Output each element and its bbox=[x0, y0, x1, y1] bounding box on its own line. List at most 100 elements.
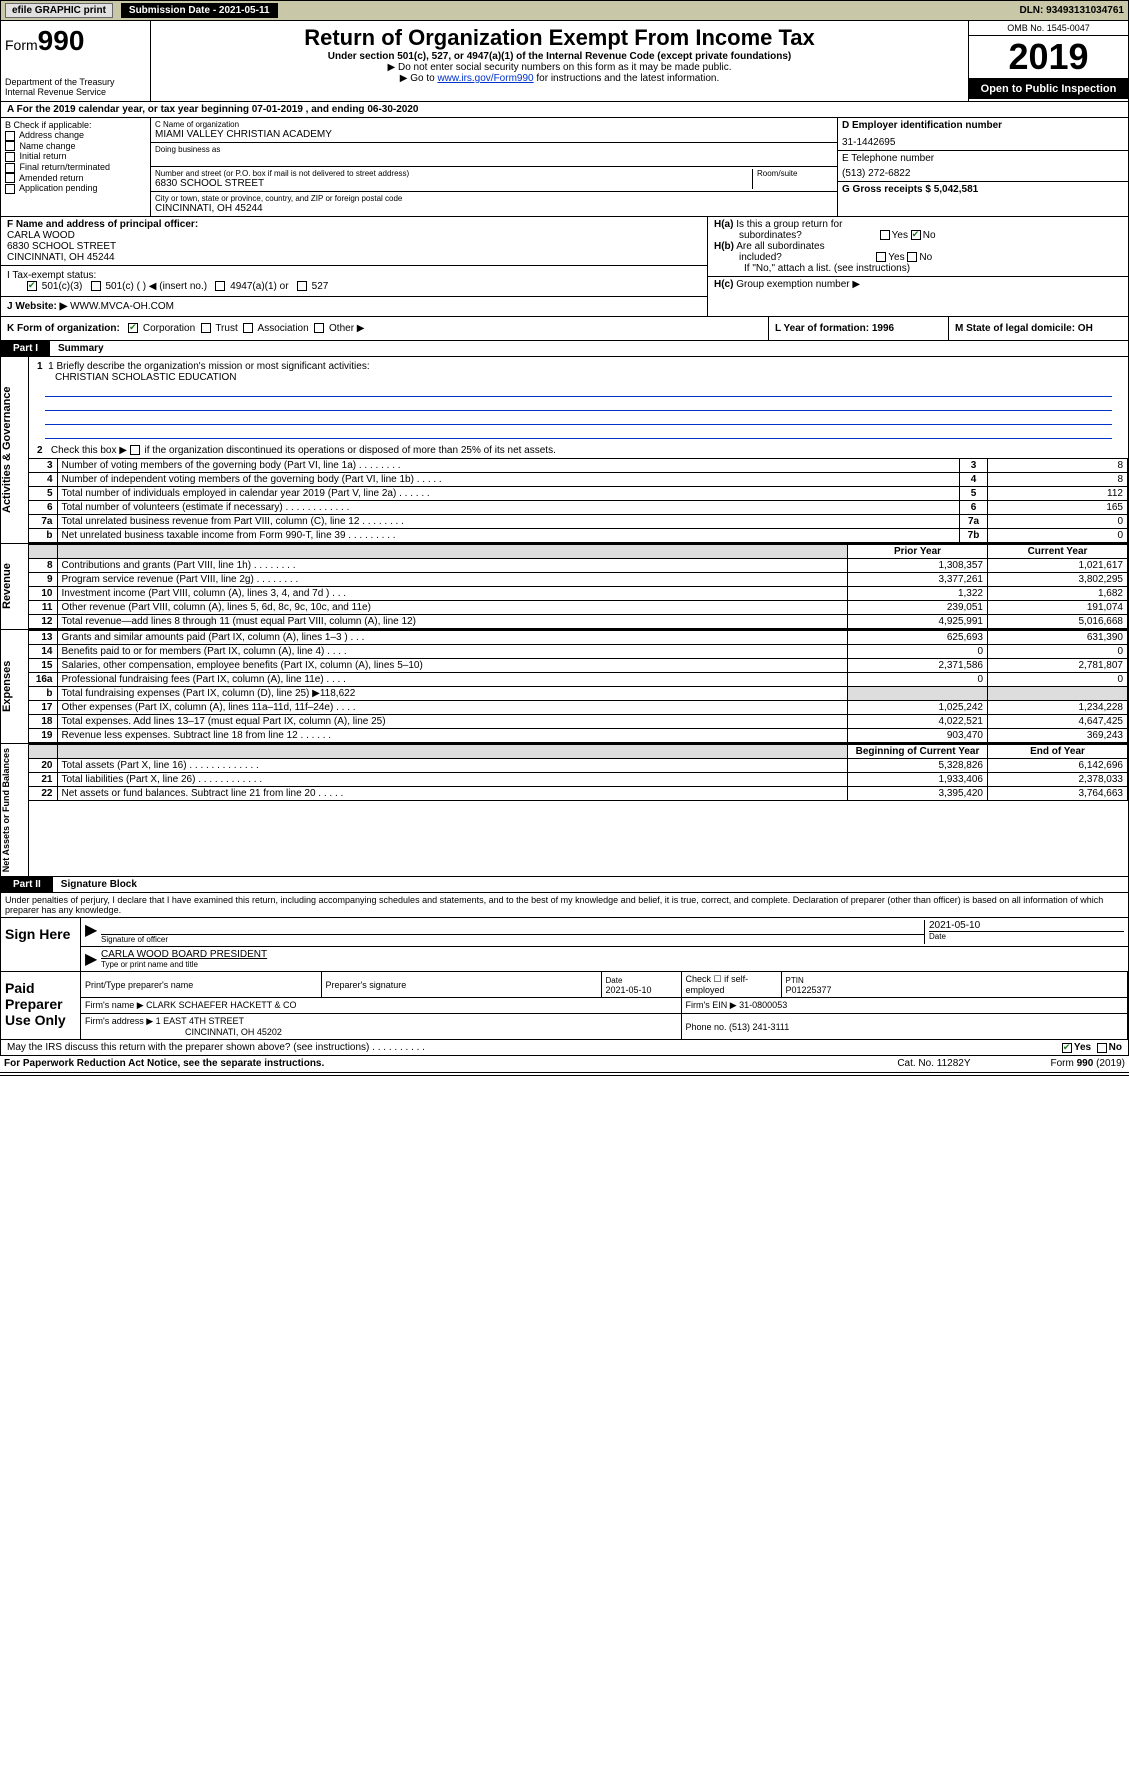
subtitle-2: ▶ Do not enter social security numbers o… bbox=[155, 62, 964, 73]
name-title-label: Type or print name and title bbox=[101, 960, 1124, 969]
tax-status-checkbox[interactable] bbox=[27, 281, 37, 291]
q2-checkbox[interactable] bbox=[130, 445, 140, 455]
hb-no-checkbox[interactable] bbox=[907, 252, 917, 262]
table-row: 10Investment income (Part VIII, column (… bbox=[29, 587, 1128, 601]
ha-yes-checkbox[interactable] bbox=[880, 230, 890, 240]
checkbox[interactable] bbox=[5, 141, 15, 151]
vtab-governance: Activities & Governance bbox=[1, 357, 29, 543]
prep-name-label: Print/Type preparer's name bbox=[81, 972, 321, 998]
firm-address: 1 EAST 4TH STREET bbox=[156, 1016, 244, 1026]
footer: For Paperwork Reduction Act Notice, see … bbox=[0, 1056, 1129, 1071]
checkbox[interactable] bbox=[5, 163, 15, 173]
part2-title: Signature Block bbox=[53, 877, 145, 892]
vtab-expenses: Expenses bbox=[1, 630, 29, 743]
table-row: 16aProfessional fundraising fees (Part I… bbox=[29, 673, 1128, 687]
officer-city: CINCINNATI, OH 45244 bbox=[7, 252, 701, 263]
officer-name-title: CARLA WOOD BOARD PRESIDENT bbox=[101, 949, 1124, 960]
org-form-checkbox[interactable] bbox=[243, 323, 253, 333]
room-label: Room/suite bbox=[753, 169, 833, 189]
org-form-checkbox[interactable] bbox=[314, 323, 324, 333]
h-a: H(a) Is this a group return for subordin… bbox=[714, 219, 1122, 241]
sig-date-label: Date bbox=[929, 931, 1124, 941]
org-form-checkbox[interactable] bbox=[201, 323, 211, 333]
city-label: City or town, state or province, country… bbox=[155, 194, 833, 203]
street-address: 6830 SCHOOL STREET bbox=[155, 178, 748, 189]
box-b-item: Application pending bbox=[5, 183, 146, 194]
ein-label: D Employer identification number bbox=[842, 120, 1124, 131]
box-deg: D Employer identification number 31-1442… bbox=[838, 118, 1128, 216]
h-b-note: If "No," attach a list. (see instruction… bbox=[744, 263, 1122, 274]
omb-number: OMB No. 1545-0047 bbox=[969, 21, 1128, 36]
arrow-icon: ▶ bbox=[85, 920, 101, 944]
table-row: 13Grants and similar amounts paid (Part … bbox=[29, 631, 1128, 645]
box-b-item: Final return/terminated bbox=[5, 162, 146, 173]
addr-label: Number and street (or P.O. box if mail i… bbox=[155, 169, 748, 178]
org-form-checkbox[interactable] bbox=[128, 323, 138, 333]
cat-no: Cat. No. 11282Y bbox=[897, 1058, 970, 1069]
h-b: H(b) Are all subordinates included? Yes … bbox=[714, 241, 1122, 263]
revenue-section: Revenue Prior YearCurrent Year8Contribut… bbox=[0, 544, 1129, 630]
preparer-table: Print/Type preparer's name Preparer's si… bbox=[81, 972, 1128, 1039]
paid-preparer-block: Paid Preparer Use Only Print/Type prepar… bbox=[0, 972, 1129, 1040]
table-row: 15Salaries, other compensation, employee… bbox=[29, 659, 1128, 673]
revenue-table: Prior YearCurrent Year8Contributions and… bbox=[29, 544, 1128, 629]
part1-title: Summary bbox=[50, 341, 112, 356]
checkbox[interactable] bbox=[5, 131, 15, 141]
expenses-section: Expenses 13Grants and similar amounts pa… bbox=[0, 630, 1129, 744]
sig-date-value: 2021-05-10 bbox=[929, 920, 1124, 931]
period-line: A For the 2019 calendar year, or tax yea… bbox=[0, 102, 1129, 118]
efile-btn[interactable]: efile GRAPHIC print bbox=[5, 3, 113, 18]
checkbox[interactable] bbox=[5, 152, 15, 162]
ein-value: 31-1442695 bbox=[842, 137, 1124, 148]
table-row: 21Total liabilities (Part X, line 26) . … bbox=[29, 773, 1128, 787]
tax-status-checkbox[interactable] bbox=[215, 281, 225, 291]
net-assets-section: Net Assets or Fund Balances Beginning of… bbox=[0, 744, 1129, 877]
website-value: WWW.MVCA-OH.COM bbox=[70, 301, 174, 312]
website-row: J Website: ▶ WWW.MVCA-OH.COM bbox=[1, 297, 707, 316]
sign-here-label: Sign Here bbox=[1, 918, 81, 971]
paperwork-notice: For Paperwork Reduction Act Notice, see … bbox=[4, 1058, 324, 1069]
form-version: Form 990 (2019) bbox=[1051, 1058, 1125, 1069]
discuss-question: May the IRS discuss this return with the… bbox=[7, 1042, 1062, 1053]
ptin: P01225377 bbox=[786, 985, 832, 995]
hb-yes-checkbox[interactable] bbox=[876, 252, 886, 262]
box-b-item: Address change bbox=[5, 130, 146, 141]
self-employed: Check ☐ if self-employed bbox=[681, 972, 781, 998]
expenses-table: 13Grants and similar amounts paid (Part … bbox=[29, 630, 1128, 743]
table-row: 7aTotal unrelated business revenue from … bbox=[29, 515, 1128, 529]
vtab-net: Net Assets or Fund Balances bbox=[1, 744, 29, 876]
table-row: 8Contributions and grants (Part VIII, li… bbox=[29, 559, 1128, 573]
form-title: Return of Organization Exempt From Incom… bbox=[155, 25, 964, 51]
arrow-icon: ▶ bbox=[85, 949, 101, 969]
firm-ein: 31-0800053 bbox=[739, 1000, 787, 1010]
subtitle-3: ▶ Go to www.irs.gov/Form990 for instruct… bbox=[155, 73, 964, 84]
checkbox[interactable] bbox=[5, 173, 15, 183]
prep-sig-label: Preparer's signature bbox=[321, 972, 601, 998]
dba-label: Doing business as bbox=[155, 145, 833, 154]
declaration-text: Under penalties of perjury, I declare th… bbox=[0, 893, 1129, 918]
discuss-yes-checkbox[interactable] bbox=[1062, 1043, 1072, 1053]
table-row: 6Total number of volunteers (estimate if… bbox=[29, 501, 1128, 515]
q1-label: 1 1 Briefly describe the organization's … bbox=[37, 361, 1120, 372]
table-row: 3Number of voting members of the governi… bbox=[29, 459, 1128, 473]
tax-status-row: I Tax-exempt status: 501(c)(3) 501(c) ( … bbox=[1, 266, 707, 297]
boxes-fhi-row: F Name and address of principal officer:… bbox=[0, 217, 1129, 317]
table-row: bTotal fundraising expenses (Part IX, co… bbox=[29, 687, 1128, 701]
irs-link[interactable]: www.irs.gov/Form990 bbox=[437, 73, 533, 84]
tax-status-checkbox[interactable] bbox=[91, 281, 101, 291]
ha-no-checkbox[interactable] bbox=[911, 230, 921, 240]
box-m: M State of legal domicile: OH bbox=[948, 317, 1128, 340]
discuss-no-checkbox[interactable] bbox=[1097, 1043, 1107, 1053]
table-row: 5Total number of individuals employed in… bbox=[29, 487, 1128, 501]
table-row: 18Total expenses. Add lines 13–17 (must … bbox=[29, 715, 1128, 729]
website-label: J Website: ▶ bbox=[7, 301, 67, 312]
sig-officer-label: Signature of officer bbox=[101, 934, 924, 944]
gross-receipts: G Gross receipts $ 5,042,581 bbox=[838, 182, 1128, 197]
tax-status-checkbox[interactable] bbox=[297, 281, 307, 291]
submission-date: Submission Date - 2021-05-11 bbox=[121, 3, 278, 18]
q2-text: 2 Check this box ▶ if the organization d… bbox=[29, 443, 1128, 458]
form-number: Form990 bbox=[5, 25, 146, 57]
checkbox[interactable] bbox=[5, 184, 15, 194]
part1-header: Part I Summary bbox=[0, 341, 1129, 357]
net-assets-table: Beginning of Current YearEnd of Year20To… bbox=[29, 744, 1128, 801]
